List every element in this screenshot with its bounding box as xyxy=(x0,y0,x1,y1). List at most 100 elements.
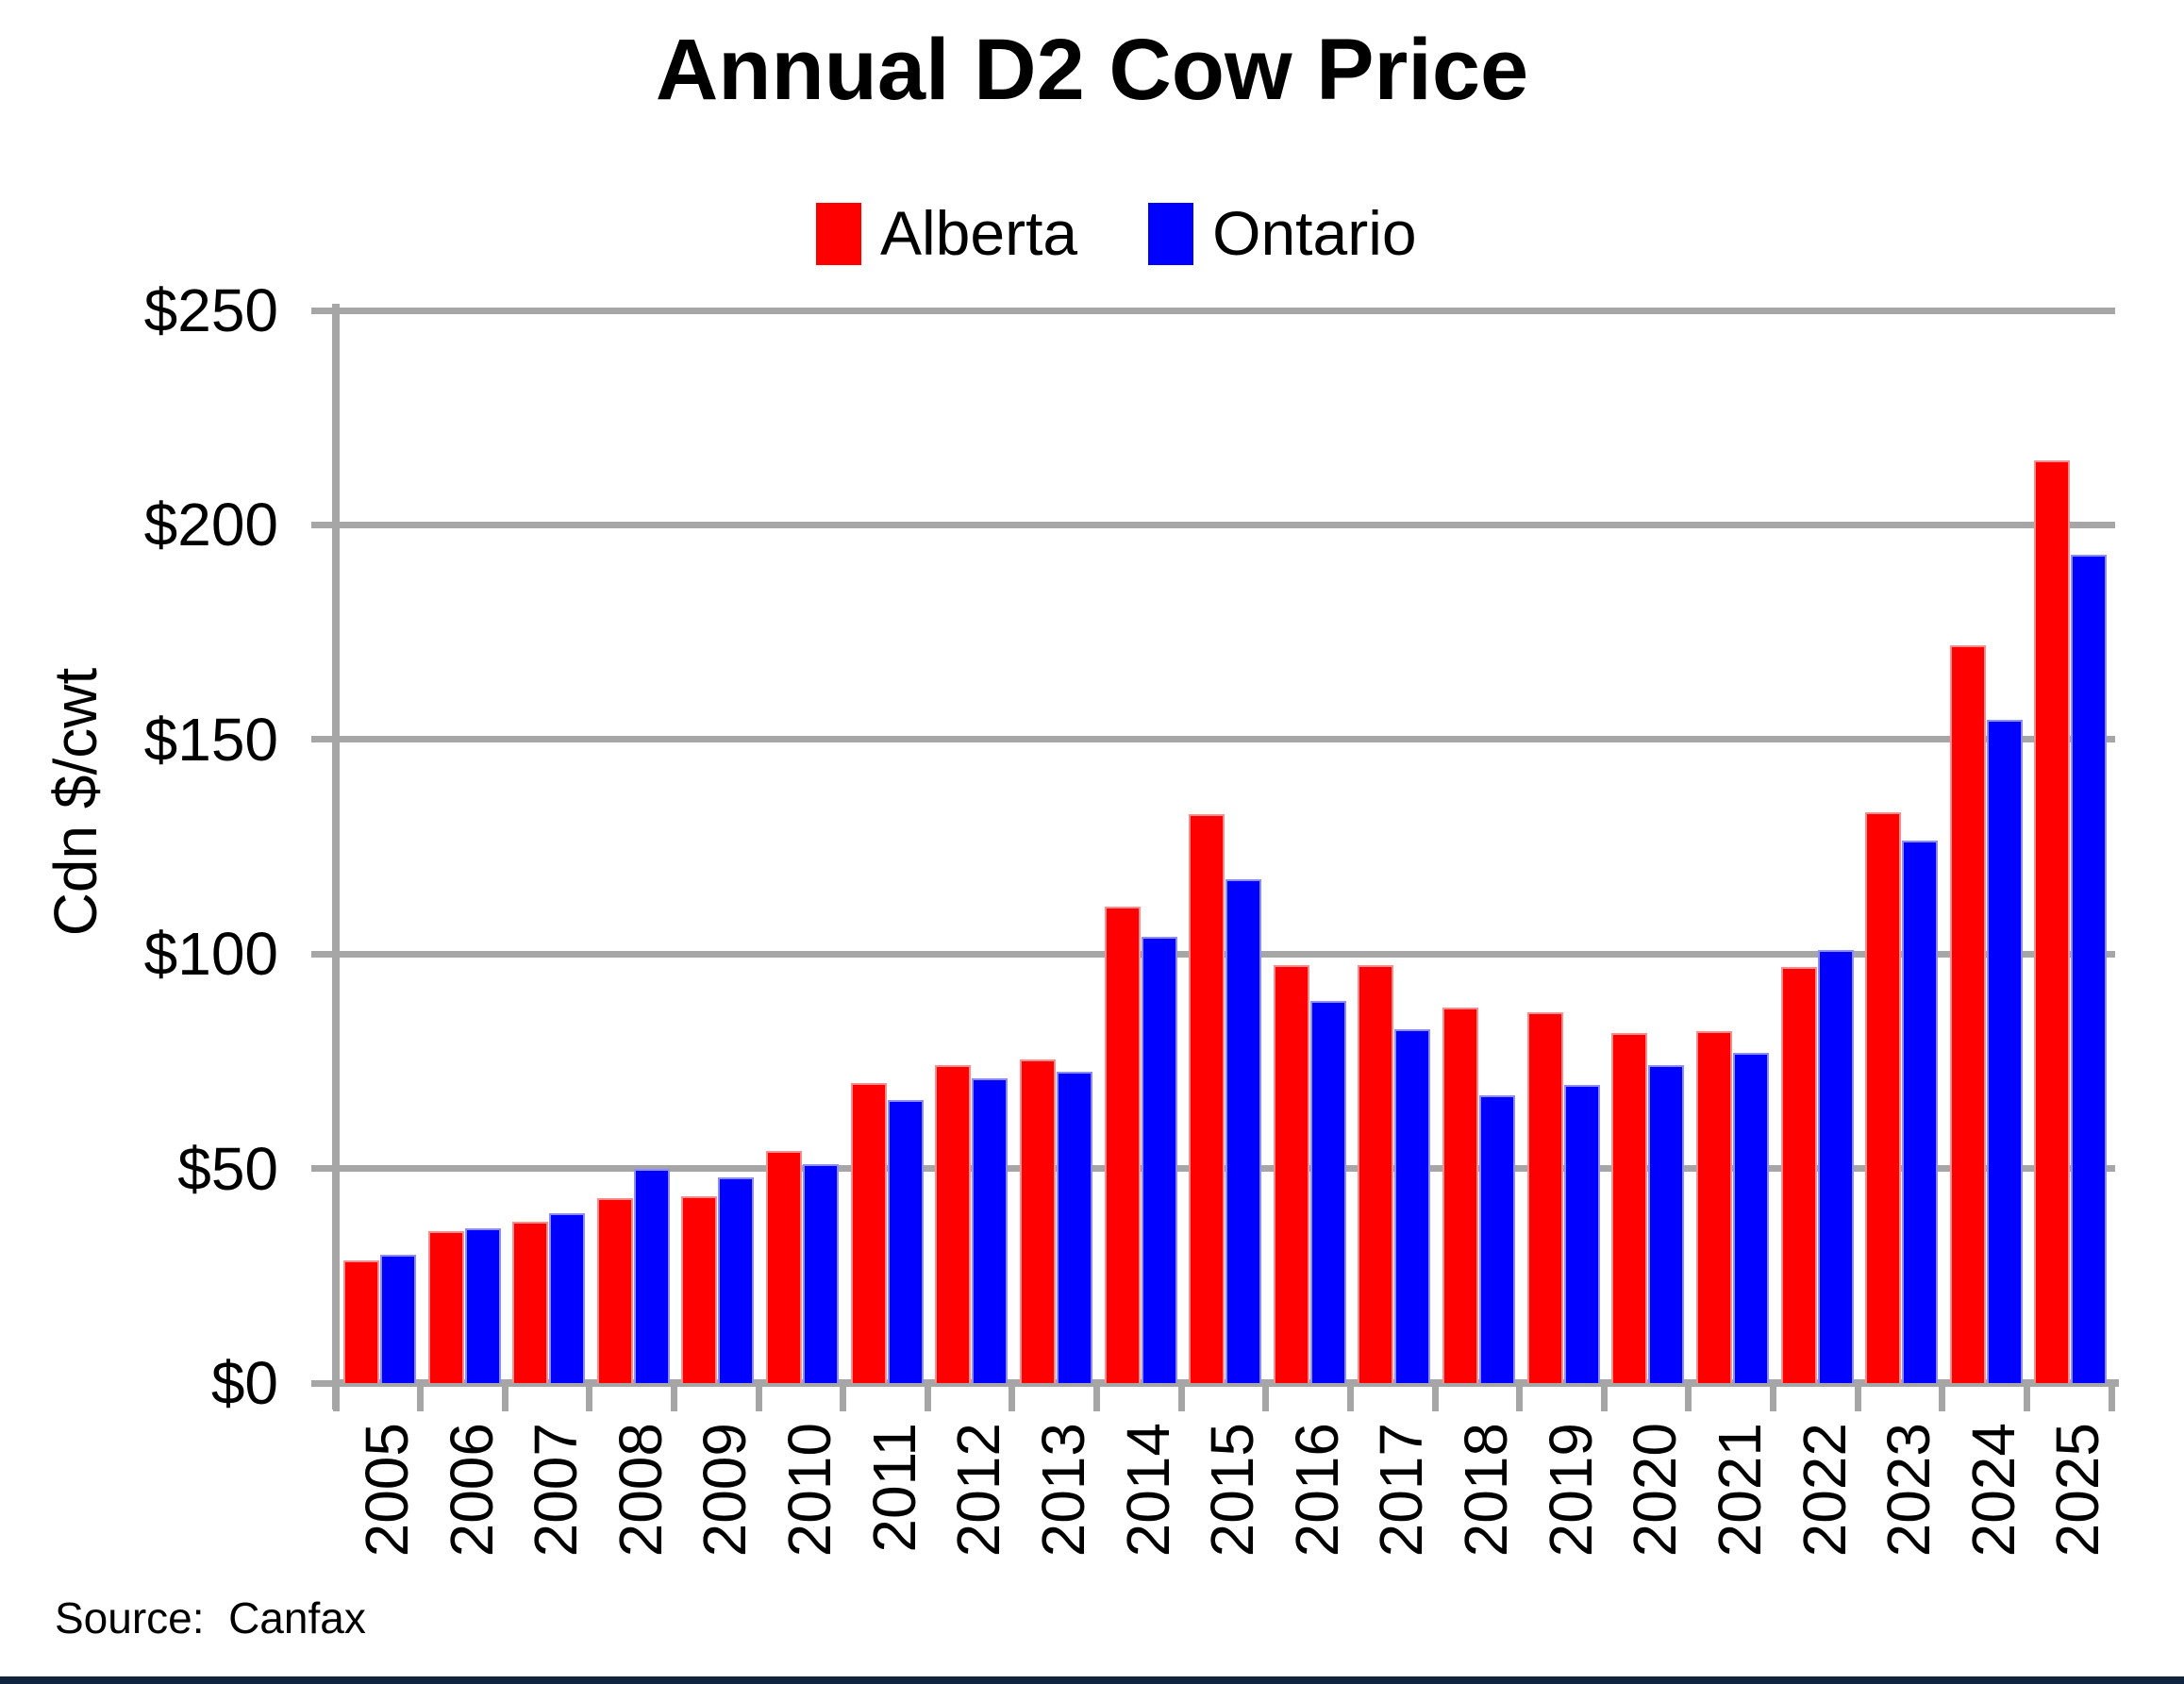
y-tick-250 xyxy=(311,307,336,314)
bar-alberta-2017 xyxy=(1358,964,1394,1383)
bar-alberta-2020 xyxy=(1611,1033,1648,1383)
x-tick-label-2007: 2007 xyxy=(522,1423,591,1558)
x-tick-label-2024: 2024 xyxy=(1959,1423,2027,1558)
x-tick-label-2006: 2006 xyxy=(437,1423,506,1558)
y-tick-200 xyxy=(311,521,336,528)
bar-ontario-2006 xyxy=(464,1228,501,1383)
legend: Alberta Ontario xyxy=(816,189,1417,278)
bar-alberta-2008 xyxy=(596,1198,633,1383)
y-axis-line xyxy=(332,304,340,1409)
bar-ontario-2012 xyxy=(972,1078,1009,1383)
source-note: Source: Canfax xyxy=(55,1593,366,1642)
gridline-250 xyxy=(336,307,2115,314)
bar-alberta-2021 xyxy=(1695,1031,1732,1383)
x-tick-16 xyxy=(1685,1387,1692,1411)
bar-ontario-2008 xyxy=(633,1168,670,1383)
x-tick-7 xyxy=(924,1387,931,1411)
x-tick-9 xyxy=(1093,1387,1101,1411)
bar-ontario-2007 xyxy=(549,1213,586,1383)
plot-area xyxy=(336,307,2115,1383)
bar-alberta-2014 xyxy=(1104,907,1141,1383)
bar-alberta-2013 xyxy=(1019,1059,1056,1383)
x-tick-2 xyxy=(501,1387,508,1411)
bar-alberta-2018 xyxy=(1442,1008,1479,1383)
bar-alberta-2024 xyxy=(1949,644,1986,1383)
x-tick-8 xyxy=(1009,1387,1016,1411)
gridline-50 xyxy=(336,1165,2115,1173)
x-tick-label-2010: 2010 xyxy=(775,1423,844,1558)
x-tick-label-2025: 2025 xyxy=(2043,1423,2112,1558)
bar-alberta-2012 xyxy=(935,1065,972,1383)
bar-alberta-2016 xyxy=(1273,964,1309,1383)
bar-ontario-2019 xyxy=(1563,1084,1600,1383)
x-tick-3 xyxy=(586,1387,593,1411)
x-axis-line xyxy=(332,1379,2119,1387)
legend-label-alberta: Alberta xyxy=(880,198,1078,268)
x-tick-4 xyxy=(670,1387,677,1411)
bar-alberta-2025 xyxy=(2034,460,2071,1383)
legend-swatch-ontario-icon xyxy=(1148,202,1194,265)
x-tick-label-2014: 2014 xyxy=(1113,1423,1182,1558)
bar-ontario-2011 xyxy=(887,1099,924,1383)
x-tick-label-2008: 2008 xyxy=(606,1423,675,1558)
x-tick-1 xyxy=(417,1387,425,1411)
x-tick-label-2017: 2017 xyxy=(1367,1423,1436,1558)
bar-ontario-2010 xyxy=(803,1164,840,1383)
y-tick-50 xyxy=(311,1165,336,1173)
bar-ontario-2005 xyxy=(380,1254,416,1383)
x-tick-10 xyxy=(1177,1387,1185,1411)
bar-alberta-2011 xyxy=(850,1082,887,1383)
bar-ontario-2014 xyxy=(1141,937,1177,1383)
legend-item-ontario: Ontario xyxy=(1148,189,1417,278)
gridline-150 xyxy=(336,736,2115,743)
x-tick-label-2018: 2018 xyxy=(1452,1423,1521,1558)
x-tick-12 xyxy=(1346,1387,1354,1411)
bar-alberta-2009 xyxy=(681,1196,718,1383)
bar-ontario-2018 xyxy=(1479,1095,1516,1383)
x-tick-label-2015: 2015 xyxy=(1198,1423,1267,1558)
bar-alberta-2005 xyxy=(343,1260,379,1383)
x-tick-label-2011: 2011 xyxy=(859,1423,928,1553)
gridline-100 xyxy=(336,950,2115,958)
bottom-accent-bar xyxy=(0,1676,2184,1684)
bar-alberta-2015 xyxy=(1189,814,1225,1383)
x-tick-label-2009: 2009 xyxy=(691,1423,759,1558)
x-tick-19 xyxy=(1939,1387,1946,1411)
y-tick-100 xyxy=(311,950,336,958)
x-tick-15 xyxy=(1600,1387,1608,1411)
x-tick-label-2023: 2023 xyxy=(1875,1423,1943,1558)
bar-alberta-2022 xyxy=(1780,966,1817,1383)
x-tick-label-2019: 2019 xyxy=(1536,1423,1605,1558)
legend-item-alberta: Alberta xyxy=(816,189,1077,278)
gridline-200 xyxy=(336,521,2115,528)
x-tick-label-2021: 2021 xyxy=(1705,1423,1774,1558)
x-tick-14 xyxy=(1516,1387,1524,1411)
y-tick-label-0: $0 xyxy=(210,1349,278,1417)
x-tick-17 xyxy=(1770,1387,1777,1411)
bar-ontario-2021 xyxy=(1732,1052,1769,1383)
bar-alberta-2006 xyxy=(427,1230,464,1383)
bar-alberta-2023 xyxy=(1865,812,1902,1383)
bar-ontario-2022 xyxy=(1817,949,1854,1383)
y-tick-label-100: $100 xyxy=(143,920,278,989)
x-tick-label-2020: 2020 xyxy=(1621,1423,1690,1558)
x-tick-label-2005: 2005 xyxy=(353,1423,421,1558)
bar-ontario-2013 xyxy=(1056,1072,1092,1383)
x-tick-label-2016: 2016 xyxy=(1282,1423,1351,1558)
y-tick-label-200: $200 xyxy=(143,491,278,559)
y-tick-label-50: $50 xyxy=(177,1134,278,1203)
chart-title: Annual D2 Cow Price xyxy=(655,22,1529,118)
x-tick-6 xyxy=(840,1387,847,1411)
x-tick-5 xyxy=(755,1387,762,1411)
y-tick-150 xyxy=(311,736,336,743)
bar-ontario-2016 xyxy=(1309,1001,1346,1383)
x-tick-11 xyxy=(1262,1387,1270,1411)
y-tick-label-250: $250 xyxy=(143,276,278,344)
bar-ontario-2020 xyxy=(1648,1065,1685,1383)
bar-ontario-2009 xyxy=(718,1176,755,1383)
x-tick-label-2013: 2013 xyxy=(1028,1423,1097,1558)
legend-swatch-alberta-icon xyxy=(816,202,861,265)
y-tick-0 xyxy=(311,1379,336,1387)
bar-alberta-2019 xyxy=(1526,1011,1563,1383)
bar-ontario-2017 xyxy=(1394,1028,1431,1383)
